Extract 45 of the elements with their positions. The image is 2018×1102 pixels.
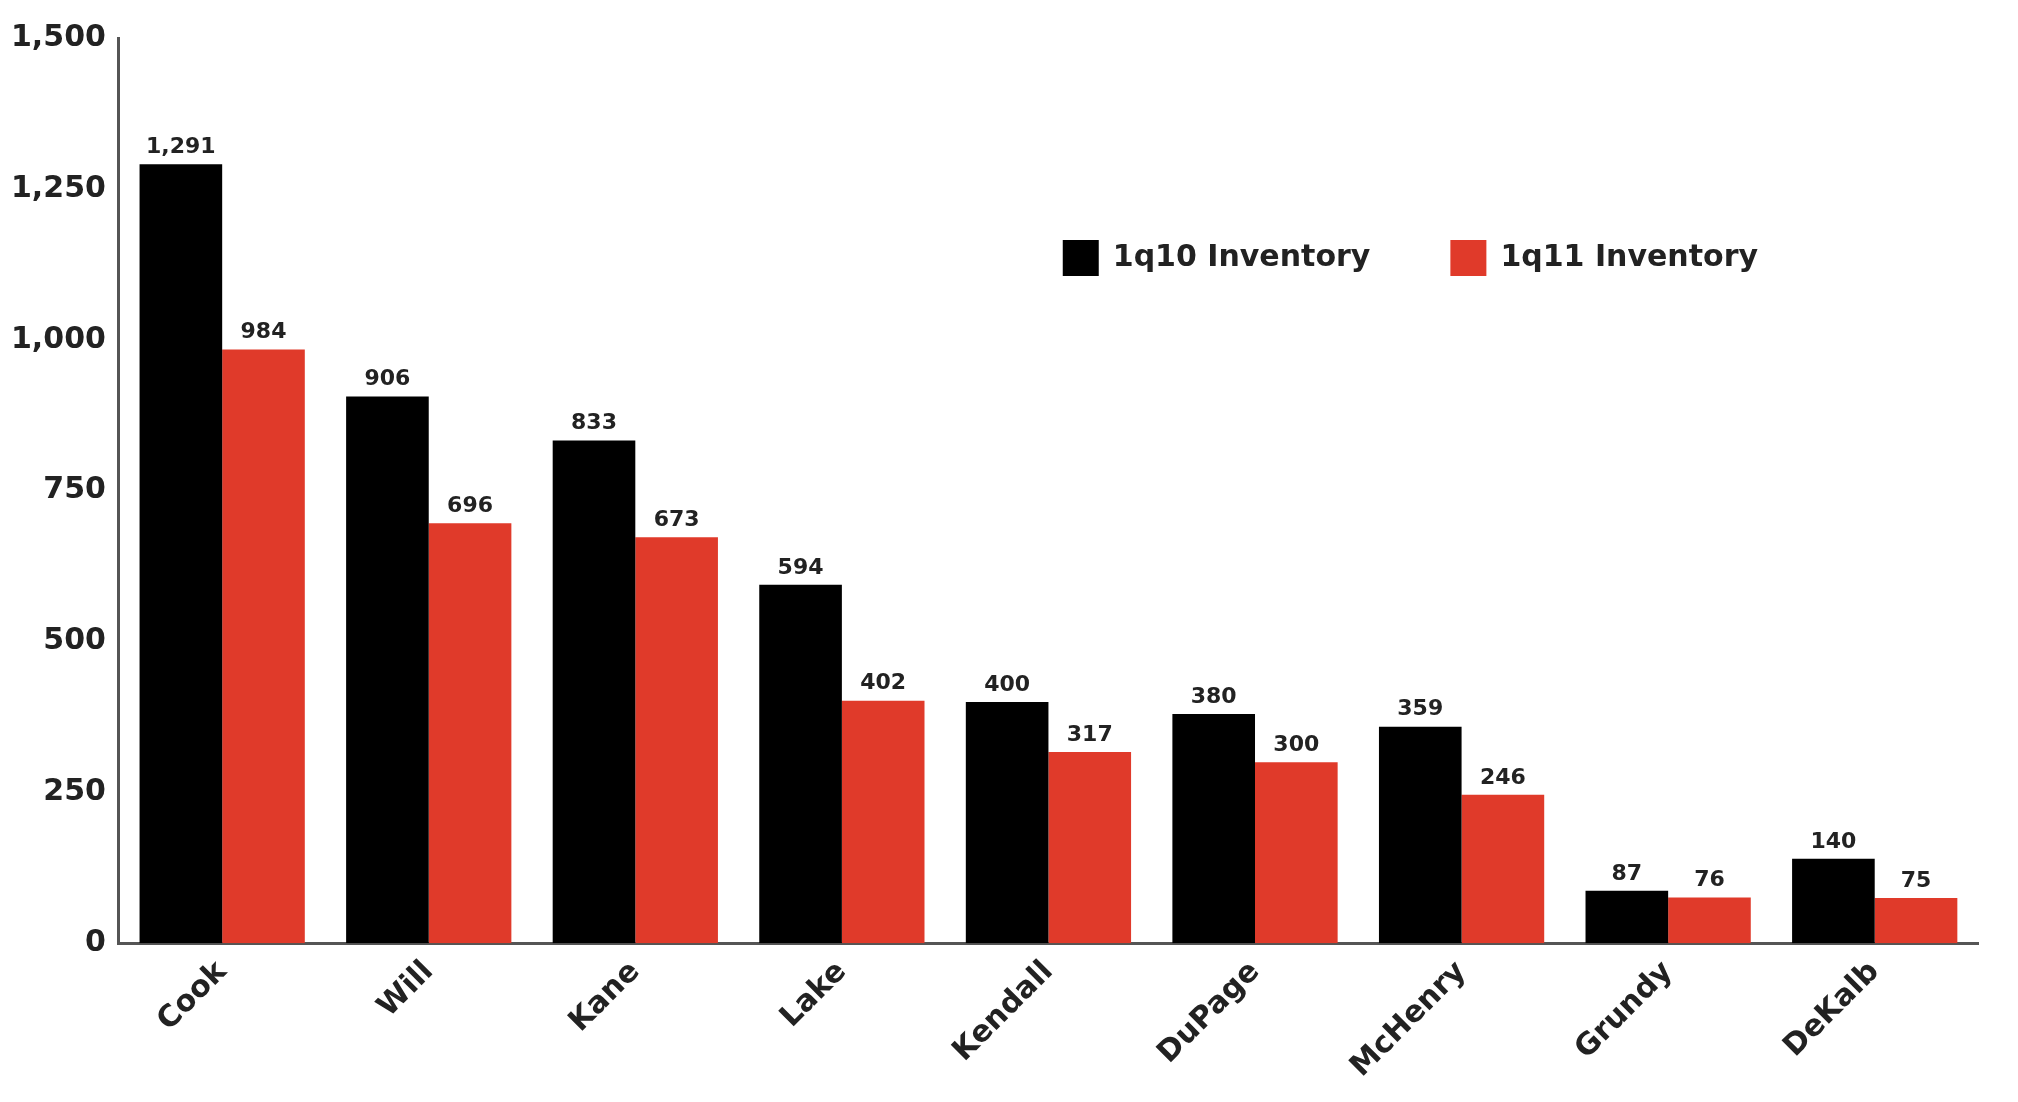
bar xyxy=(1172,713,1256,944)
data-label: 400 xyxy=(984,670,1031,696)
y-tick-label: 1,000 xyxy=(10,319,106,355)
data-label: 76 xyxy=(1694,866,1725,892)
legend-label: 1q11 Inventory xyxy=(1500,237,1759,273)
data-label: 140 xyxy=(1810,827,1857,853)
bar xyxy=(1461,794,1545,944)
data-label: 317 xyxy=(1066,720,1113,746)
data-label: 1,291 xyxy=(146,132,216,158)
y-tick-label: 500 xyxy=(43,621,106,657)
data-label: 673 xyxy=(653,505,700,531)
bar xyxy=(1874,898,1958,944)
data-label: 906 xyxy=(364,365,411,391)
y-tick-label: 1,500 xyxy=(10,17,106,53)
bar xyxy=(222,349,305,944)
bar xyxy=(1255,762,1338,944)
data-label: 87 xyxy=(1611,859,1643,885)
bar xyxy=(1378,726,1462,944)
bar xyxy=(1048,752,1132,944)
bar xyxy=(759,584,842,944)
bar xyxy=(1792,858,1875,944)
y-tick-label: 0 xyxy=(85,923,106,959)
data-label: 380 xyxy=(1190,682,1237,708)
data-label: 696 xyxy=(447,491,494,517)
y-tick-label: 250 xyxy=(43,772,106,808)
bar xyxy=(1668,897,1751,944)
data-label: 75 xyxy=(1900,866,1932,892)
bar xyxy=(428,523,512,944)
bar xyxy=(841,700,925,944)
bar xyxy=(139,164,223,944)
legend-label: 1q10 Inventory xyxy=(1112,237,1371,273)
y-tick-label: 1,250 xyxy=(10,168,106,204)
data-label: 984 xyxy=(240,318,287,344)
bar xyxy=(965,701,1049,944)
y-tick-label: 750 xyxy=(43,470,106,506)
bar xyxy=(346,396,429,944)
bar xyxy=(635,537,718,944)
data-label: 402 xyxy=(860,669,907,695)
data-label: 833 xyxy=(571,409,617,435)
data-label: 359 xyxy=(1397,695,1444,721)
bar xyxy=(552,440,636,944)
data-label: 246 xyxy=(1479,763,1526,789)
data-label: 300 xyxy=(1273,730,1320,756)
data-label: 594 xyxy=(777,553,824,579)
bar xyxy=(1585,890,1669,944)
